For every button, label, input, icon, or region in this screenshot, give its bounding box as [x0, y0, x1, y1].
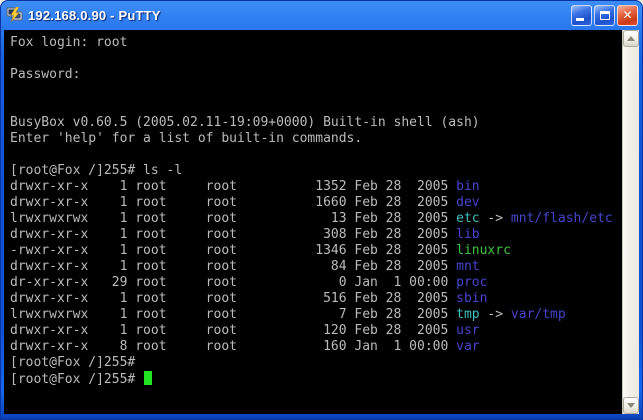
file-name: bin: [456, 179, 480, 194]
scroll-up-button[interactable]: [623, 30, 639, 47]
file-attributes: drwxr-xr-x 1 root root 1352 Feb 28 2005: [10, 179, 457, 194]
file-name: sbin: [456, 291, 488, 306]
terminal-line: drwxr-xr-x 1 root root 1660 Feb 28 2005 …: [10, 195, 622, 211]
close-icon: ✕: [622, 7, 633, 22]
maximize-button[interactable]: [594, 4, 615, 26]
terminal-text: Fox login: root: [10, 35, 128, 50]
arrow-down-icon: [627, 403, 635, 408]
shell-prompt: [root@Fox /]255#: [10, 372, 144, 387]
minimize-icon: [576, 17, 584, 21]
maximize-icon: [600, 10, 610, 20]
file-name: tmp: [456, 307, 480, 322]
terminal-text: Password:: [10, 67, 81, 82]
title-bar[interactable]: 192.168.0.90 - PuTTY ✕: [0, 0, 643, 30]
shell-prompt: [root@Fox /]255# ls -l: [10, 163, 183, 178]
terminal-line: BusyBox v0.60.5 (2005.02.11-19:09+0000) …: [10, 115, 622, 131]
file-name: mnt: [456, 259, 480, 274]
terminal-line: [root@Fox /]255#: [10, 371, 622, 387]
window-controls: ✕: [571, 4, 638, 26]
terminal-line: dr-xr-xr-x 29 root root 0 Jan 1 00:00 pr…: [10, 275, 622, 291]
file-attributes: drwxr-xr-x 8 root root 160 Jan 1 00:00: [10, 339, 457, 354]
file-name: var: [456, 339, 480, 354]
terminal-cursor: [144, 371, 153, 385]
file-name: proc: [456, 275, 488, 290]
terminal-line: lrwxrwxrwx 1 root root 7 Feb 28 2005 tmp…: [10, 307, 622, 323]
minimize-button[interactable]: [571, 4, 592, 26]
terminal-line: drwxr-xr-x 1 root root 1352 Feb 28 2005 …: [10, 179, 622, 195]
file-name: lib: [456, 227, 480, 242]
scrollbar[interactable]: [622, 30, 639, 414]
terminal-line: drwxr-xr-x 1 root root 308 Feb 28 2005 l…: [10, 227, 622, 243]
terminal-client-area: Fox login: root Password: BusyBox v0.60.5 …: [4, 30, 639, 414]
file-name: etc: [456, 211, 480, 226]
scrollbar-track[interactable]: [623, 47, 639, 397]
terminal-text: BusyBox v0.60.5 (2005.02.11-19:09+0000) …: [10, 115, 480, 130]
terminal-screen[interactable]: Fox login: root Password: BusyBox v0.60.5 …: [4, 30, 622, 414]
symlink-target: mnt/flash/etc: [510, 211, 613, 226]
file-attributes: drwxr-xr-x 1 root root 84 Feb 28 2005: [10, 259, 457, 274]
terminal-line: [root@Fox /]255# ls -l: [10, 163, 622, 179]
file-attributes: drwxr-xr-x 1 root root 120 Feb 28 2005: [10, 323, 457, 338]
file-name: dev: [456, 195, 480, 210]
terminal-line: [10, 99, 622, 115]
terminal-line: drwxr-xr-x 1 root root 120 Feb 28 2005 u…: [10, 323, 622, 339]
terminal-line: [root@Fox /]255#: [10, 355, 622, 371]
terminal-line: drwxr-xr-x 8 root root 160 Jan 1 00:00 v…: [10, 339, 622, 355]
file-attributes: drwxr-xr-x 1 root root 516 Feb 28 2005: [10, 291, 457, 306]
symlink-target: var/tmp: [510, 307, 566, 322]
scroll-down-button[interactable]: [623, 397, 639, 414]
terminal-line: [10, 51, 622, 67]
terminal-line: drwxr-xr-x 1 root root 84 Feb 28 2005 mn…: [10, 259, 622, 275]
symlink-arrow: ->: [479, 211, 511, 226]
arrow-up-icon: [627, 36, 635, 41]
file-attributes: drwxr-xr-x 1 root root 308 Feb 28 2005: [10, 227, 457, 242]
terminal-line: [10, 147, 622, 163]
file-name: usr: [456, 323, 480, 338]
terminal-line: -rwxr-xr-x 1 root root 1346 Feb 28 2005 …: [10, 243, 622, 259]
terminal-line: drwxr-xr-x 1 root root 516 Feb 28 2005 s…: [10, 291, 622, 307]
putty-icon[interactable]: [6, 6, 24, 23]
file-attributes: lrwxrwxrwx 1 root root 13 Feb 28 2005: [10, 211, 457, 226]
terminal-line: lrwxrwxrwx 1 root root 13 Feb 28 2005 et…: [10, 211, 622, 227]
shell-prompt: [root@Fox /]255#: [10, 355, 136, 370]
terminal-line: [10, 83, 622, 99]
terminal-text: Enter 'help' for a list of built-in comm…: [10, 131, 363, 146]
terminal-line: Enter 'help' for a list of built-in comm…: [10, 131, 622, 147]
file-attributes: -rwxr-xr-x 1 root root 1346 Feb 28 2005: [10, 243, 457, 258]
close-button[interactable]: ✕: [617, 4, 638, 26]
file-attributes: lrwxrwxrwx 1 root root 7 Feb 28 2005: [10, 307, 457, 322]
terminal-line: Fox login: root: [10, 35, 622, 51]
file-attributes: drwxr-xr-x 1 root root 1660 Feb 28 2005: [10, 195, 457, 210]
file-attributes: dr-xr-xr-x 29 root root 0 Jan 1 00:00: [10, 275, 457, 290]
file-name: linuxrc: [456, 243, 511, 258]
window-title: 192.168.0.90 - PuTTY: [28, 7, 161, 23]
terminal-line: Password:: [10, 67, 622, 83]
symlink-arrow: ->: [479, 307, 511, 322]
